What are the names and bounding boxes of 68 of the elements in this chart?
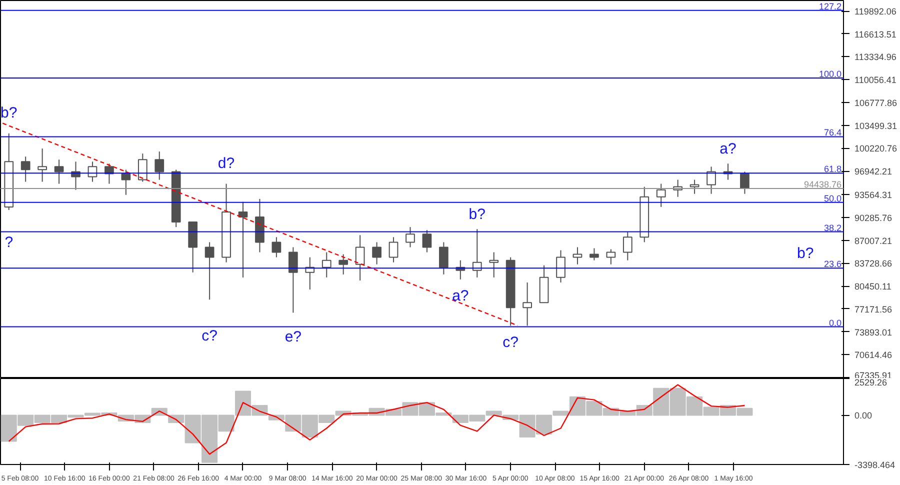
candlestick [422, 230, 432, 253]
candlestick [138, 153, 148, 182]
y-tick-label: 70614.46 [854, 350, 892, 360]
candlestick [406, 226, 415, 248]
y-tick-label: 113334.96 [854, 52, 896, 62]
candlestick [590, 248, 599, 261]
candlestick [338, 254, 348, 275]
y-tick-label: 77171.56 [854, 304, 892, 314]
annotation: 100.0 [818, 69, 842, 80]
candlestick [54, 159, 64, 184]
y-tick-label: 73893.01 [854, 327, 892, 338]
candlestick [154, 151, 164, 180]
annotation: b? [468, 206, 486, 224]
candlestick [622, 232, 632, 261]
y-tick-label: 93564.31 [854, 190, 892, 200]
candlestick [288, 246, 298, 314]
candlestick [690, 179, 700, 194]
annotation: 127.2 [818, 1, 842, 12]
annotation: e? [284, 328, 302, 346]
candlestick [572, 246, 582, 265]
y-tick-label: 96942.21 [854, 166, 892, 177]
candlestick [238, 201, 248, 278]
annotation: 38.2 [824, 222, 842, 233]
annotation: a? [452, 287, 469, 304]
candlestick [606, 248, 616, 265]
candlestick [740, 171, 750, 194]
y-tick-label: 103499.31 [854, 120, 898, 131]
annotation: c? [502, 334, 519, 351]
annotation: b? [0, 104, 18, 122]
candlestick [38, 148, 47, 182]
candlestick [472, 228, 482, 278]
y-tick-label: 87007.21 [854, 236, 892, 246]
y-tick-label: 0.00 [854, 410, 872, 421]
annotation: 0.0 [828, 318, 842, 328]
annotation: a? [720, 140, 736, 158]
y-tick-label: 90285.76 [854, 212, 892, 223]
candlestick [706, 166, 716, 194]
y-tick-label: 80450.11 [854, 282, 892, 292]
candlestick [439, 242, 448, 275]
annotation: b? [797, 245, 814, 262]
annotation: 23.6 [824, 259, 842, 270]
annotation: d? [218, 154, 235, 172]
candlestick [272, 236, 282, 258]
candlestick [656, 183, 666, 208]
annotation: c? [202, 328, 218, 345]
annotation: 76.4 [824, 128, 842, 138]
annotation: 61.8 [824, 164, 842, 174]
annotation: 50.0 [824, 193, 842, 204]
candlestick [388, 236, 398, 263]
y-tick-label: 2529.26 [854, 378, 888, 388]
candlestick [522, 282, 532, 326]
candlestick [489, 252, 499, 278]
candlestick [121, 169, 131, 196]
ref-line-label: 94438.76 [804, 180, 842, 190]
y-tick-label: -3398.464 [854, 460, 896, 470]
candlestick [556, 250, 566, 283]
y-tick-label: 100220.76 [854, 144, 898, 154]
y-tick-label: 83728.66 [854, 258, 892, 269]
candlestick [372, 242, 382, 265]
candlestick [204, 242, 214, 300]
y-tick-label: 106777.86 [854, 98, 898, 108]
y-tick-label: 110056.41 [854, 75, 896, 86]
candlestick [322, 252, 332, 278]
candlestick [20, 156, 30, 182]
y-tick-label: 119892.06 [854, 6, 896, 17]
y-tick-label: 116613.51 [854, 29, 896, 40]
annotation: ? [4, 234, 14, 251]
candlestick [355, 234, 365, 281]
